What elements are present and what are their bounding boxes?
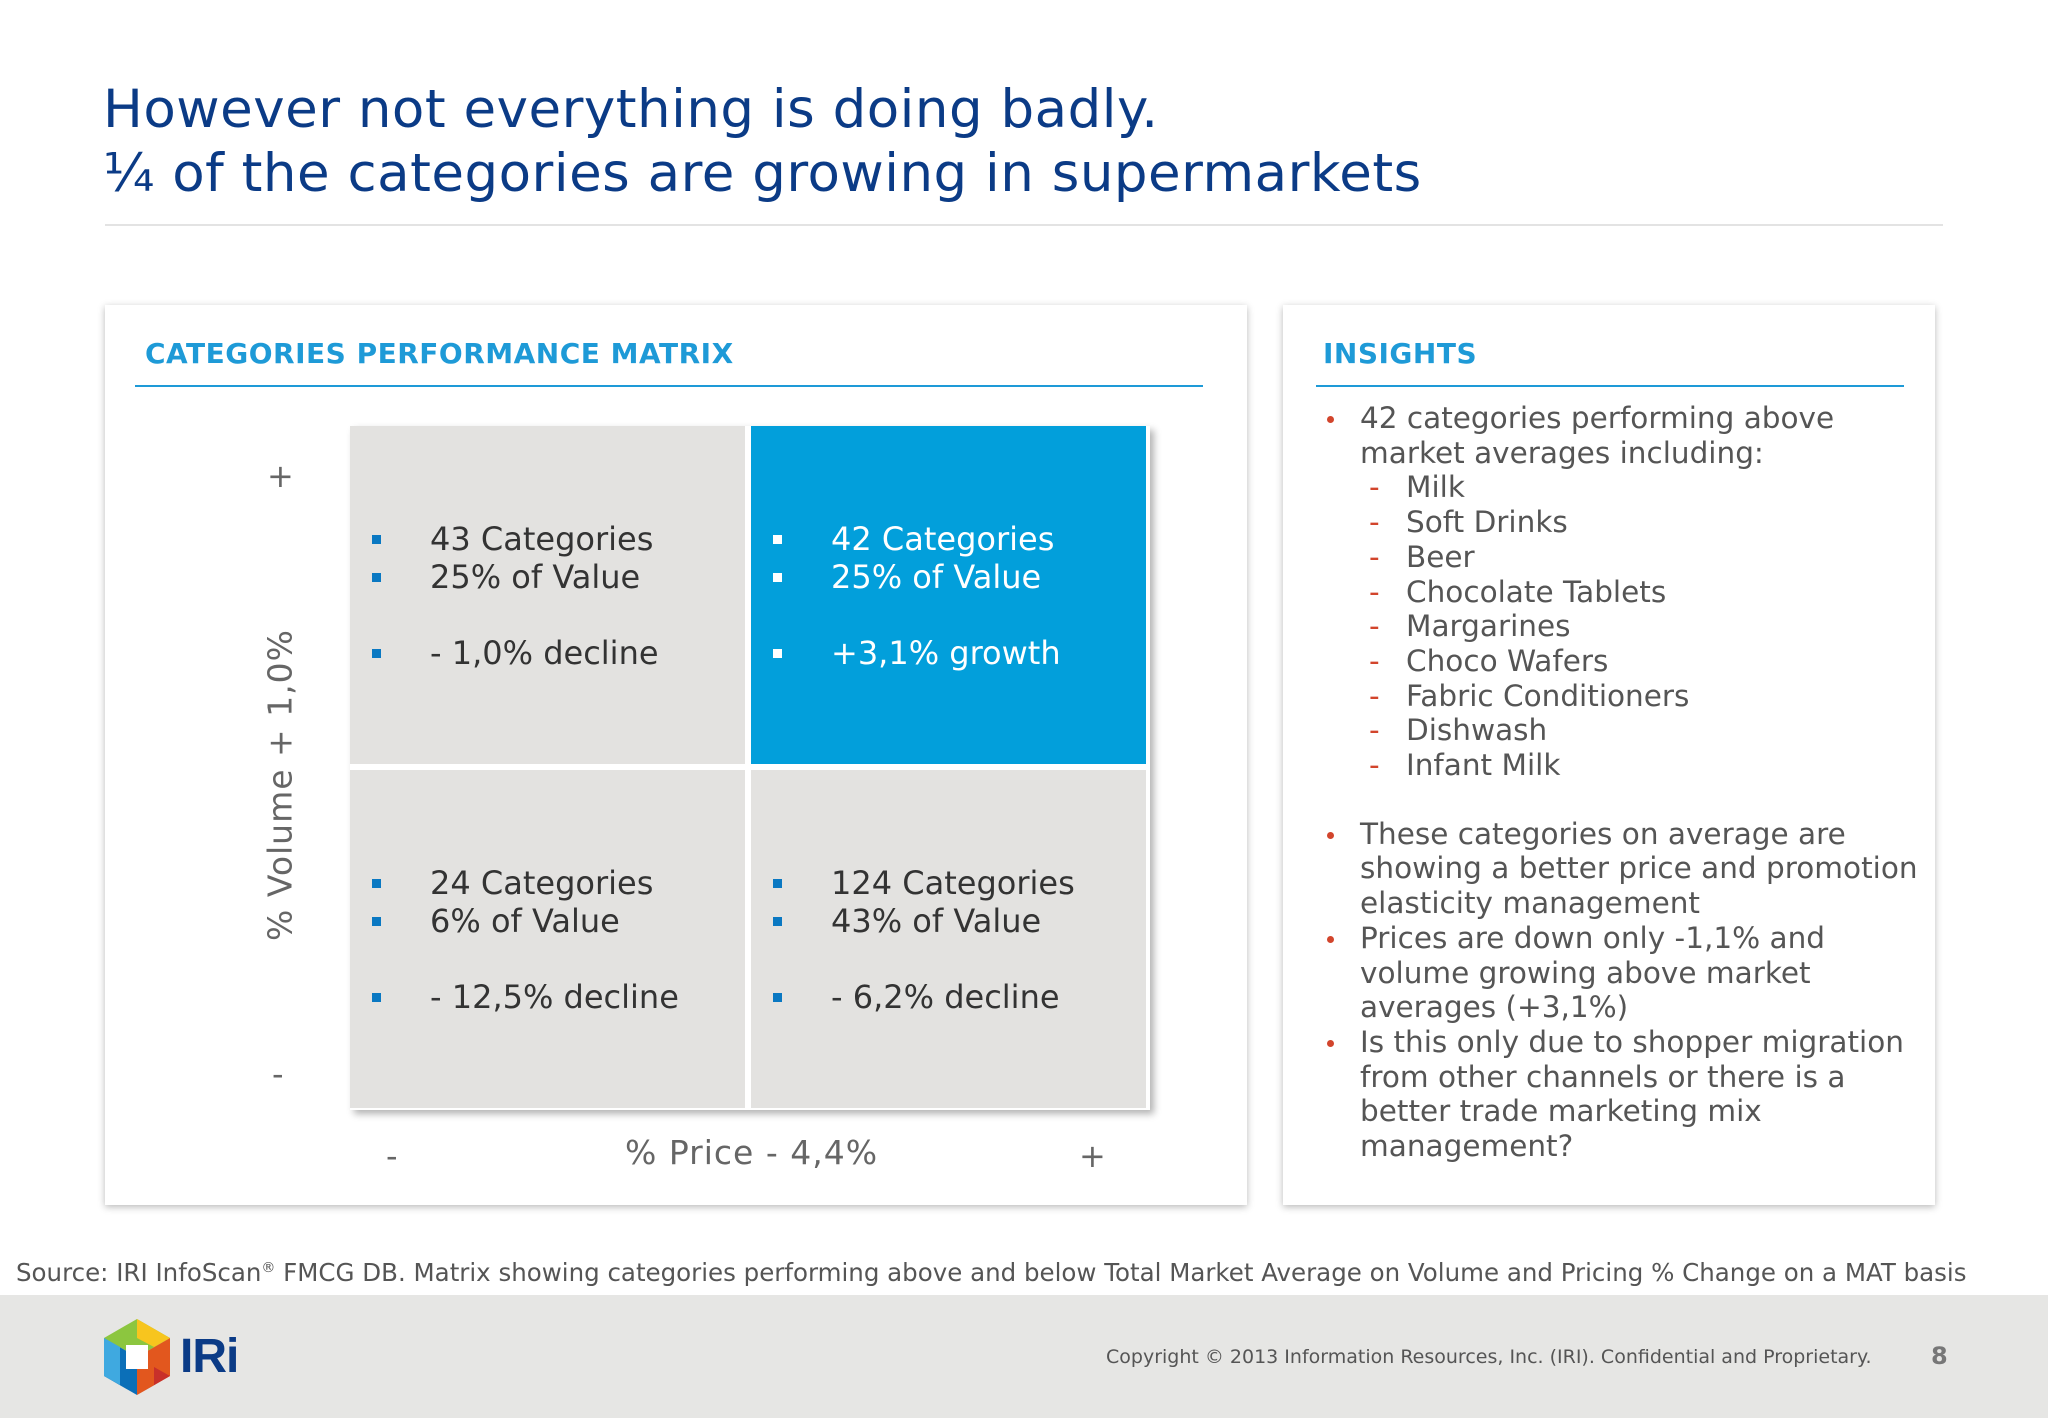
- performance-matrix: 43 Categories 25% of Value - 1,0% declin…: [350, 426, 1150, 1110]
- cell-item: 6% of Value: [372, 902, 679, 940]
- sub-item: - Choco Wafers: [1369, 643, 1609, 678]
- square-bullet-icon: [773, 535, 782, 544]
- sub-item: - Margarines: [1369, 609, 1571, 644]
- cell-item: 124 Categories: [773, 864, 1075, 902]
- square-bullet-icon: [372, 917, 381, 926]
- matrix-heading-rule: [135, 385, 1203, 387]
- cell-item: +3,1% growth: [773, 634, 1061, 672]
- insights-panel: INSIGHTS 42 categories performing above …: [1283, 305, 1935, 1205]
- category-sublist: - Milk - Soft Drinks - Beer - Chocolate Tabl…: [1360, 470, 1923, 782]
- square-bullet-icon: [773, 649, 782, 658]
- square-bullet-icon: [773, 993, 782, 1002]
- x-axis-minus: -: [386, 1137, 398, 1175]
- insights-heading-rule: [1316, 385, 1904, 387]
- y-axis-label-text: % Volume + 1,0%: [260, 628, 300, 942]
- sub-item: - Fabric Conditioners: [1369, 678, 1690, 713]
- x-axis-label: % Price - 4,4%: [625, 1133, 879, 1172]
- matrix-panel: CATEGORIES PERFORMANCE MATRIX + - % Volu…: [105, 305, 1247, 1205]
- square-bullet-icon: [773, 917, 782, 926]
- title-divider: [105, 224, 1943, 226]
- matrix-heading: CATEGORIES PERFORMANCE MATRIX: [145, 337, 734, 370]
- slide-title-line2: ¼ of the categories are growing in super…: [103, 143, 1422, 204]
- cell-item: - 6,2% decline: [773, 978, 1075, 1016]
- dot-bullet-icon: [1327, 416, 1334, 423]
- insight-item: These categories on average are showing …: [1323, 817, 1923, 921]
- y-axis-plus: +: [267, 457, 294, 495]
- square-bullet-icon: [372, 535, 381, 544]
- square-bullet-icon: [372, 649, 381, 658]
- sub-item: - Dishwash: [1369, 713, 1548, 748]
- insight-item: 42 categories performing above market av…: [1323, 401, 1923, 783]
- insights-list: 42 categories performing above market av…: [1323, 401, 1923, 1164]
- sub-item: - Infant Milk: [1369, 748, 1561, 783]
- cell-item: 25% of Value: [773, 558, 1061, 596]
- insight-item: Prices are down only -1,1% and volume gr…: [1323, 921, 1923, 1025]
- insight-item: Is this only due to shopper migration fr…: [1323, 1025, 1923, 1164]
- dot-bullet-icon: [1327, 1039, 1334, 1047]
- square-bullet-icon: [773, 879, 782, 888]
- cell-item: - 12,5% decline: [372, 978, 679, 1016]
- cell-item: 43% of Value: [773, 902, 1075, 940]
- dot-bullet-icon: [1327, 831, 1334, 839]
- square-bullet-icon: [372, 573, 381, 582]
- source-note: Source: IRI InfoScan® FMCG DB. Matrix sh…: [16, 1258, 1967, 1287]
- sub-item: - Beer: [1369, 539, 1475, 574]
- x-axis-plus: +: [1079, 1137, 1106, 1175]
- cell-item: 24 Categories: [372, 864, 679, 902]
- dot-bullet-icon: [1327, 935, 1334, 943]
- cell-item: 42 Categories: [773, 520, 1061, 558]
- square-bullet-icon: [372, 879, 381, 888]
- matrix-cell-top-left: 43 Categories 25% of Value - 1,0% declin…: [350, 426, 745, 764]
- y-axis-minus: -: [272, 1055, 284, 1093]
- slide-title-line1: However not everything is doing badly.: [103, 79, 1159, 140]
- page-number: 8: [1931, 1342, 1948, 1370]
- square-bullet-icon: [372, 993, 381, 1002]
- insights-heading: INSIGHTS: [1323, 337, 1478, 370]
- matrix-cell-bottom-left: 24 Categories 6% of Value - 12,5% declin…: [350, 770, 745, 1108]
- iri-cube-logo: [104, 1319, 170, 1395]
- cell-item: 43 Categories: [372, 520, 659, 558]
- footer-bar: IRi Copyright © 2013 Information Resourc…: [0, 1295, 2048, 1418]
- sub-item: - Milk: [1369, 470, 1465, 505]
- cell-item: - 1,0% decline: [372, 634, 659, 672]
- square-bullet-icon: [773, 573, 782, 582]
- matrix-cell-bottom-right: 124 Categories 43% of Value - 6,2% decli…: [751, 770, 1146, 1108]
- copyright-text: Copyright © 2013 Information Resources, …: [1106, 1346, 1872, 1368]
- slide-title: However not everything is doing badly. ¼…: [103, 78, 1953, 206]
- cell-item: 25% of Value: [372, 558, 659, 596]
- iri-logo-text: IRi: [180, 1330, 239, 1383]
- matrix-cell-top-right: 42 Categories 25% of Value +3,1% growth: [751, 426, 1146, 764]
- sub-item: - Soft Drinks: [1369, 505, 1568, 540]
- sub-item: - Chocolate Tablets: [1369, 574, 1667, 609]
